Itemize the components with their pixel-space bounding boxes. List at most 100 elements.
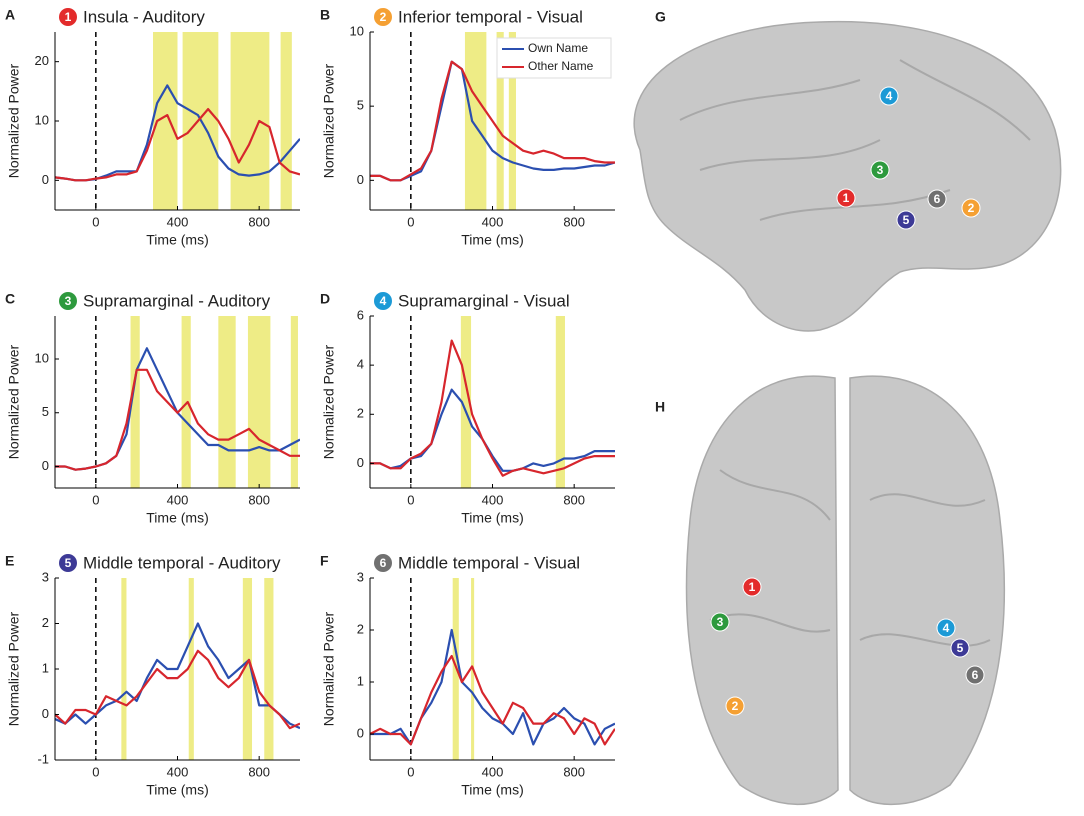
- plot: [55, 316, 300, 488]
- panel-label: B: [320, 7, 330, 23]
- region-marker: [870, 160, 890, 180]
- x-tick-label: 400: [167, 764, 189, 779]
- brain-sulci: [709, 469, 991, 647]
- x-tick-label: 400: [482, 214, 504, 229]
- brain-lateral: [633, 20, 1062, 332]
- x-tick-label: 400: [482, 764, 504, 779]
- left-hemisphere: [685, 375, 839, 806]
- significance-band: [242, 578, 253, 760]
- significance-band: [218, 316, 236, 488]
- x-axis-label: Time (ms): [146, 232, 208, 248]
- y-tick-label: 5: [357, 98, 364, 113]
- significance-band: [230, 32, 270, 210]
- region-number: 3: [877, 163, 884, 177]
- panel-label: G: [655, 9, 666, 25]
- significance-band: [130, 316, 140, 488]
- panel-label: F: [320, 553, 329, 569]
- region-marker: [965, 665, 985, 685]
- x-axis-label: Time (ms): [461, 510, 523, 526]
- significance-band: [188, 578, 194, 760]
- x-tick-label: 0: [407, 214, 414, 229]
- significance-band: [121, 578, 127, 760]
- panel-label: H: [655, 399, 665, 415]
- plot: [370, 578, 615, 760]
- plot: [55, 578, 300, 760]
- region-number: 2: [732, 699, 739, 713]
- significance-band: [280, 32, 292, 210]
- series-line: [370, 60, 615, 182]
- title-badge: [374, 8, 392, 26]
- y-axis-label: Normalized Power: [321, 344, 337, 459]
- significance-band: [247, 316, 271, 488]
- significance-band: [264, 578, 274, 760]
- brain-outline: [633, 20, 1062, 332]
- panel-title: Supramarginal - Auditory: [83, 291, 271, 310]
- region-number: 1: [843, 191, 850, 205]
- region-marker: [896, 210, 916, 230]
- x-tick-label: 0: [407, 764, 414, 779]
- title-badge: [374, 554, 392, 572]
- x-tick-label: 800: [248, 764, 270, 779]
- x-tick-label: 800: [563, 214, 585, 229]
- plot: [55, 32, 300, 210]
- region-marker: [879, 86, 899, 106]
- region-number: 5: [957, 641, 964, 655]
- badge-number: 2: [380, 10, 387, 24]
- significance-band: [496, 32, 504, 210]
- x-tick-label: 800: [248, 492, 270, 507]
- significance-band: [555, 316, 565, 488]
- badge-number: 3: [65, 294, 72, 308]
- y-tick-label: 3: [357, 569, 364, 584]
- region-number: 3: [717, 615, 724, 629]
- region-marker: [950, 638, 970, 658]
- x-tick-label: 0: [92, 214, 99, 229]
- y-axis-label: Normalized Power: [6, 344, 22, 459]
- region-marker: [710, 612, 730, 632]
- series-line: [370, 339, 615, 477]
- panel-title: Supramarginal - Visual: [398, 291, 570, 310]
- series-line: [55, 368, 300, 471]
- x-tick-label: 400: [167, 214, 189, 229]
- region-number: 4: [886, 89, 893, 103]
- title-badge: [374, 292, 392, 310]
- significance-band: [464, 32, 487, 210]
- y-tick-label: -1: [37, 751, 49, 766]
- x-axis-label: Time (ms): [461, 782, 523, 798]
- badge-number: 5: [65, 556, 72, 570]
- x-tick-label: 400: [482, 492, 504, 507]
- significance-band: [181, 316, 191, 488]
- brain-sulci: [679, 59, 1031, 221]
- y-tick-label: 1: [42, 660, 49, 675]
- legend-label: Own Name: [528, 41, 588, 55]
- y-axis-label: Normalized Power: [321, 63, 337, 178]
- title-badge: [59, 554, 77, 572]
- panel-title: Inferior temporal - Visual: [398, 7, 583, 26]
- series-line: [370, 654, 615, 746]
- y-tick-label: 10: [35, 112, 49, 127]
- panel-label: C: [5, 291, 15, 307]
- panel-label: D: [320, 291, 330, 307]
- region-marker: [936, 618, 956, 638]
- plot: [370, 32, 615, 210]
- brain-top: [685, 375, 1006, 806]
- y-tick-label: 3: [42, 569, 49, 584]
- significance-band: [460, 316, 472, 488]
- y-tick-label: 0: [357, 172, 364, 187]
- y-tick-label: 0: [357, 725, 364, 740]
- panel-title: Middle temporal - Visual: [398, 553, 580, 572]
- x-tick-label: 0: [92, 764, 99, 779]
- title-badge: [59, 292, 77, 310]
- series-line: [55, 108, 300, 182]
- y-tick-label: 1: [357, 673, 364, 688]
- y-tick-label: 20: [35, 53, 49, 68]
- plot: [370, 316, 615, 488]
- x-tick-label: 0: [92, 492, 99, 507]
- y-tick-label: 0: [42, 706, 49, 721]
- region-marker: [961, 198, 981, 218]
- y-tick-label: 5: [42, 404, 49, 419]
- region-number: 4: [943, 621, 950, 635]
- y-tick-label: 6: [357, 307, 364, 322]
- y-axis-label: Normalized Power: [6, 611, 22, 726]
- right-hemisphere: [849, 375, 1006, 806]
